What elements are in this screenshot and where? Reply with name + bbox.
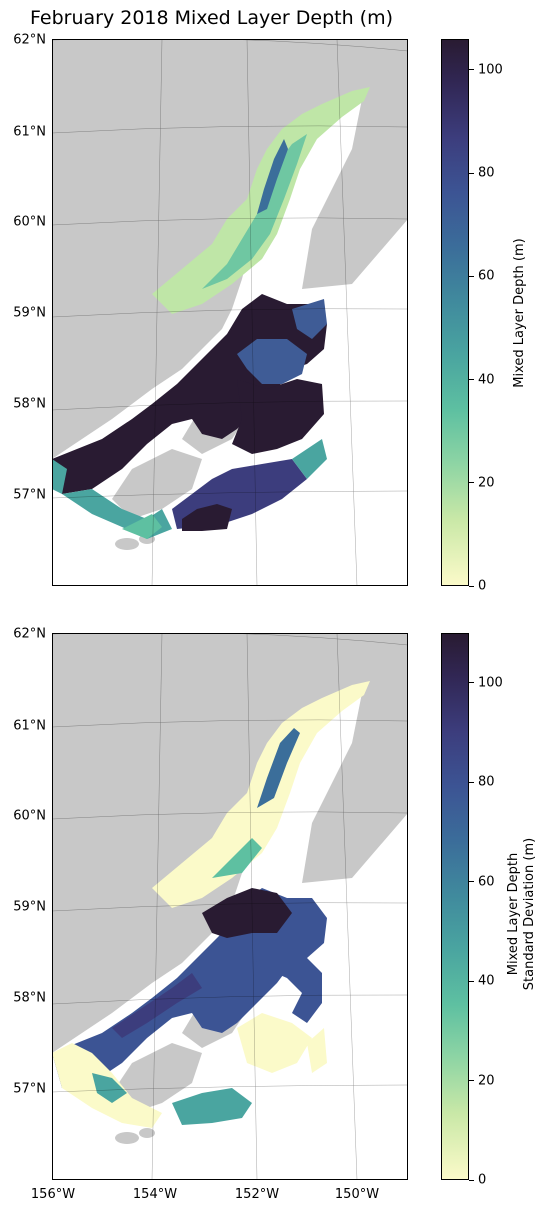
lat-label: 57°N <box>13 487 46 503</box>
lon-label: 154°W <box>132 1187 178 1202</box>
colorbar-tick-label: 20 <box>478 1073 495 1089</box>
lat-label: 61°N <box>13 124 46 140</box>
island <box>115 1132 139 1144</box>
map-panel-std <box>52 633 408 1180</box>
colorbar-label-std: Mixed Layer Depth Standard Deviation (m) <box>506 824 538 1004</box>
lat-label: 60°N <box>13 808 46 824</box>
colorbar-mean <box>441 39 469 586</box>
colorbar-tick <box>469 585 474 587</box>
colorbar-tick <box>469 379 474 381</box>
lat-label: 61°N <box>13 718 46 734</box>
colorbar-label-mean: Mixed Layer Depth (m) <box>512 238 527 388</box>
lat-label: 60°N <box>13 214 46 230</box>
colorbar-tick <box>469 682 474 684</box>
lat-label: 59°N <box>13 899 46 915</box>
colorbar-tick-label: 0 <box>478 578 487 594</box>
lon-label: 150°W <box>334 1187 380 1202</box>
colorbar-tick-label: 80 <box>478 165 495 181</box>
colorbar-tick <box>469 482 474 484</box>
lon-label: 152°W <box>234 1187 280 1202</box>
colorbar-tick-label: 100 <box>478 62 503 78</box>
island <box>115 538 139 550</box>
colorbar-tick-label: 20 <box>478 475 495 491</box>
island <box>139 1128 155 1138</box>
colorbar-tick <box>469 881 474 883</box>
colorbar-tick-label: 80 <box>478 774 495 790</box>
map-canvas-mean <box>52 39 408 586</box>
colorbar-tick-label: 40 <box>478 372 495 388</box>
colorbar-tick-label: 40 <box>478 973 495 989</box>
map-canvas-std <box>52 633 408 1180</box>
lat-label: 62°N <box>13 626 46 642</box>
colorbar-tick-label: 60 <box>478 268 495 284</box>
colorbar-tick <box>469 980 474 982</box>
colorbar-label-line2: Standard Deviation (m) <box>522 837 537 991</box>
colorbar-tick-label: 100 <box>478 675 503 691</box>
graticule <box>52 39 408 586</box>
lat-label: 57°N <box>13 1081 46 1097</box>
lat-label: 62°N <box>13 32 46 48</box>
lon-label: 156°W <box>30 1187 76 1202</box>
lat-label: 59°N <box>13 305 46 321</box>
mld-std-field <box>152 681 370 908</box>
map-panel-mean <box>52 39 408 586</box>
figure-title: February 2018 Mixed Layer Depth (m) <box>30 7 394 29</box>
colorbar-std <box>441 633 469 1180</box>
colorbar-tick <box>469 1080 474 1082</box>
colorbar-tick-label: 0 <box>478 1172 487 1188</box>
colorbar-tick <box>469 1179 474 1181</box>
colorbar-tick <box>469 275 474 277</box>
colorbar-tick-label: 60 <box>478 874 495 890</box>
colorbar-label-line1: Mixed Layer Depth <box>506 852 521 976</box>
lat-label: 58°N <box>13 396 46 412</box>
colorbar-tick <box>469 781 474 783</box>
lat-label: 58°N <box>13 990 46 1006</box>
colorbar-tick <box>469 69 474 71</box>
colorbar-tick <box>469 172 474 174</box>
